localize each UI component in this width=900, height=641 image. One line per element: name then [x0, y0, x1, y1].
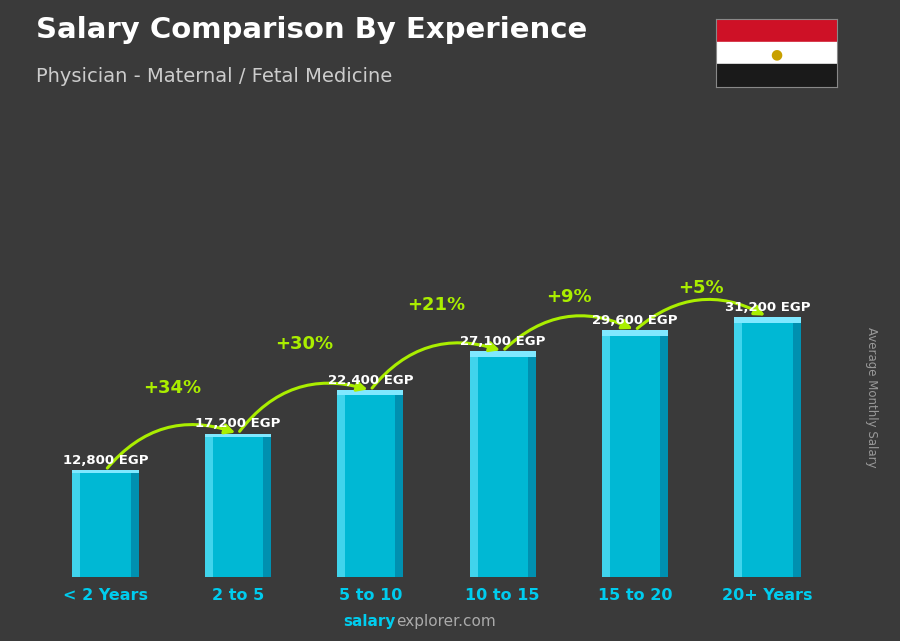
Text: 17,200 EGP: 17,200 EGP [195, 417, 281, 430]
Text: 27,100 EGP: 27,100 EGP [460, 335, 545, 347]
Bar [602, 330, 610, 577]
Bar [602, 330, 668, 337]
Bar [338, 390, 345, 577]
Bar [793, 317, 801, 577]
Bar [470, 351, 536, 357]
Bar [528, 351, 536, 577]
Bar [716, 64, 837, 87]
Bar [734, 317, 742, 577]
Bar [661, 330, 668, 577]
Bar [263, 433, 271, 577]
Text: 12,800 EGP: 12,800 EGP [63, 454, 148, 467]
Text: 22,400 EGP: 22,400 EGP [328, 374, 413, 387]
Bar [72, 470, 139, 473]
Text: salary: salary [344, 615, 396, 629]
Bar [338, 390, 403, 395]
Text: +5%: +5% [679, 279, 725, 297]
Bar [205, 433, 271, 577]
Text: 29,600 EGP: 29,600 EGP [592, 314, 678, 327]
Bar [205, 433, 271, 437]
Text: +9%: +9% [546, 288, 591, 306]
Bar [72, 470, 80, 577]
Text: Salary Comparison By Experience: Salary Comparison By Experience [36, 16, 587, 44]
Bar [716, 42, 837, 64]
Bar [72, 470, 139, 577]
Bar [395, 390, 403, 577]
Bar [205, 433, 212, 577]
Text: explorer.com: explorer.com [396, 615, 496, 629]
Text: ●: ● [770, 47, 782, 62]
Text: Average Monthly Salary: Average Monthly Salary [865, 327, 878, 468]
Bar [716, 19, 837, 42]
Text: +21%: +21% [408, 296, 465, 314]
Bar [470, 351, 478, 577]
Bar [734, 317, 801, 577]
Bar [130, 470, 139, 577]
Text: 31,200 EGP: 31,200 EGP [724, 301, 810, 313]
Bar [734, 317, 801, 324]
Bar [602, 330, 668, 577]
Text: +34%: +34% [142, 379, 201, 397]
Bar [338, 390, 403, 577]
Text: Physician - Maternal / Fetal Medicine: Physician - Maternal / Fetal Medicine [36, 67, 392, 87]
Bar [470, 351, 536, 577]
Text: +30%: +30% [275, 335, 333, 353]
